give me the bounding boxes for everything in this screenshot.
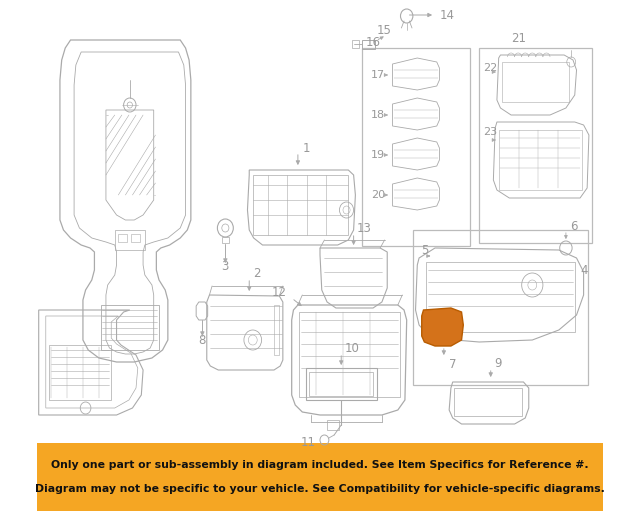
Text: 6: 6 (570, 220, 578, 233)
Text: 14: 14 (440, 9, 454, 21)
Bar (306, 368, 376, 400)
Text: 8: 8 (198, 334, 206, 346)
Text: 5: 5 (421, 244, 428, 257)
Bar (362, 40, 375, 49)
Text: 21: 21 (511, 32, 525, 44)
Text: 11: 11 (301, 435, 316, 449)
Polygon shape (422, 308, 463, 346)
Bar (454, 388, 522, 416)
Bar (253, 175, 348, 235)
Text: 10: 10 (345, 341, 360, 355)
Bar (274, 305, 279, 355)
Text: 13: 13 (357, 221, 372, 235)
Bar (352, 40, 359, 48)
Bar (49, 345, 111, 400)
Text: 19: 19 (371, 150, 385, 160)
Bar (222, 237, 229, 243)
Text: 22: 22 (483, 63, 497, 73)
Text: 3: 3 (221, 260, 229, 272)
Text: 2: 2 (253, 267, 260, 280)
Text: 16: 16 (366, 35, 381, 49)
Text: 17: 17 (371, 70, 385, 80)
Bar (131, 234, 140, 242)
Text: Diagram may not be specific to your vehicle. See Compatibility for vehicle-speci: Diagram may not be specific to your vehi… (35, 484, 605, 494)
Bar (299, 312, 399, 397)
Text: Only one part or sub-assembly in diagram included. See Item Specifics for Refere: Only one part or sub-assembly in diagram… (51, 460, 589, 470)
Bar (502, 62, 570, 102)
Text: 7: 7 (449, 358, 457, 370)
Bar (118, 234, 127, 242)
Bar (426, 262, 575, 332)
Text: 12: 12 (271, 286, 286, 298)
Bar (479, 48, 593, 243)
Text: 4: 4 (580, 264, 588, 276)
Text: 15: 15 (376, 24, 392, 36)
Bar (115, 230, 145, 250)
Text: 9: 9 (494, 357, 502, 369)
Text: 23: 23 (483, 127, 497, 137)
Text: 20: 20 (371, 190, 385, 200)
Bar (362, 48, 470, 246)
Bar (309, 372, 373, 396)
Bar (100, 305, 159, 350)
Bar (327, 420, 339, 430)
Bar (37, 443, 603, 511)
Text: 18: 18 (371, 110, 385, 120)
Bar (413, 230, 588, 385)
Bar (499, 130, 582, 190)
Text: 1: 1 (302, 142, 310, 154)
